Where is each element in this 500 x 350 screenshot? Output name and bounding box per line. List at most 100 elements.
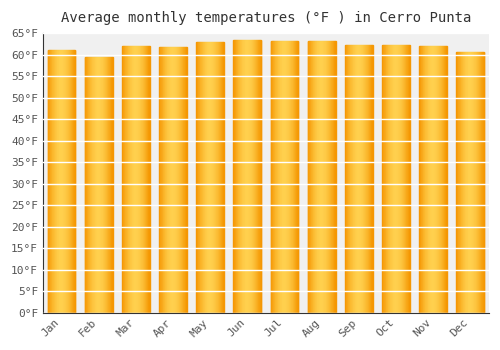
- Bar: [172, 47, 173, 313]
- Bar: [171, 47, 172, 313]
- Bar: [69, 50, 70, 313]
- Bar: [159, 47, 160, 313]
- Bar: [293, 41, 294, 313]
- Bar: [212, 42, 213, 313]
- Bar: [257, 40, 258, 313]
- Bar: [100, 57, 101, 313]
- Bar: [282, 41, 283, 313]
- Bar: [350, 45, 351, 313]
- Bar: [396, 45, 398, 313]
- Bar: [272, 41, 274, 313]
- Bar: [398, 45, 399, 313]
- Bar: [402, 45, 403, 313]
- Bar: [286, 41, 288, 313]
- Bar: [352, 45, 354, 313]
- Bar: [54, 50, 56, 313]
- Bar: [138, 46, 140, 313]
- Bar: [473, 52, 474, 313]
- Bar: [422, 46, 424, 313]
- Bar: [483, 52, 484, 313]
- Bar: [324, 41, 325, 313]
- Bar: [382, 45, 383, 313]
- Bar: [239, 40, 240, 313]
- Bar: [291, 41, 292, 313]
- Bar: [294, 41, 295, 313]
- Bar: [290, 41, 291, 313]
- Bar: [182, 47, 183, 313]
- Bar: [390, 45, 391, 313]
- Bar: [327, 41, 328, 313]
- Bar: [178, 47, 180, 313]
- Bar: [367, 45, 368, 313]
- Bar: [389, 45, 390, 313]
- Bar: [274, 41, 275, 313]
- Bar: [214, 42, 215, 313]
- Bar: [105, 57, 106, 313]
- Bar: [251, 40, 252, 313]
- Bar: [428, 46, 429, 313]
- Bar: [284, 41, 285, 313]
- Bar: [183, 47, 184, 313]
- Bar: [328, 41, 330, 313]
- Bar: [440, 46, 441, 313]
- Bar: [326, 41, 327, 313]
- Bar: [202, 42, 203, 313]
- Bar: [52, 50, 53, 313]
- Bar: [48, 50, 49, 313]
- Bar: [96, 57, 98, 313]
- Bar: [363, 45, 364, 313]
- Bar: [85, 57, 86, 313]
- Bar: [345, 45, 346, 313]
- Bar: [241, 40, 242, 313]
- Bar: [130, 46, 131, 313]
- Bar: [361, 45, 362, 313]
- Bar: [401, 45, 402, 313]
- Bar: [176, 47, 177, 313]
- Bar: [435, 46, 436, 313]
- Bar: [148, 46, 149, 313]
- Bar: [142, 46, 143, 313]
- Bar: [391, 45, 392, 313]
- Bar: [200, 42, 201, 313]
- Bar: [174, 47, 175, 313]
- Bar: [430, 46, 431, 313]
- Bar: [134, 46, 135, 313]
- Bar: [206, 42, 208, 313]
- Bar: [177, 47, 178, 313]
- Bar: [292, 41, 293, 313]
- Bar: [365, 45, 366, 313]
- Bar: [250, 40, 251, 313]
- Bar: [210, 42, 211, 313]
- Bar: [103, 57, 104, 313]
- Bar: [399, 45, 400, 313]
- Bar: [255, 40, 256, 313]
- Bar: [316, 41, 317, 313]
- Bar: [431, 46, 432, 313]
- Bar: [438, 46, 440, 313]
- Bar: [162, 47, 164, 313]
- Bar: [109, 57, 110, 313]
- Bar: [459, 52, 460, 313]
- Bar: [94, 57, 95, 313]
- Bar: [275, 41, 276, 313]
- Bar: [468, 52, 469, 313]
- Bar: [143, 46, 144, 313]
- Bar: [362, 45, 363, 313]
- Bar: [403, 45, 404, 313]
- Bar: [234, 40, 235, 313]
- Bar: [481, 52, 482, 313]
- Bar: [370, 45, 372, 313]
- Bar: [51, 50, 52, 313]
- Bar: [199, 42, 200, 313]
- Bar: [87, 57, 88, 313]
- Bar: [404, 45, 405, 313]
- Bar: [213, 42, 214, 313]
- Bar: [208, 42, 209, 313]
- Bar: [147, 46, 148, 313]
- Bar: [334, 41, 335, 313]
- Bar: [332, 41, 333, 313]
- Bar: [197, 42, 198, 313]
- Bar: [242, 40, 243, 313]
- Bar: [66, 50, 67, 313]
- Bar: [470, 52, 471, 313]
